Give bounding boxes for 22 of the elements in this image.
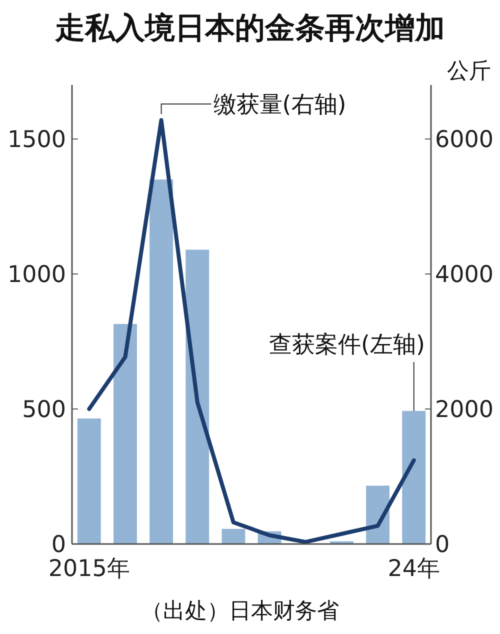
bar [402,410,426,544]
y2-tick-label: 2000 [435,397,494,423]
bar [113,324,137,544]
bar [77,418,101,544]
y-tick-label: 1500 [7,127,66,153]
y-tick-label: 0 [51,532,66,558]
x-tick-label: 24年 [388,556,440,582]
y2-tick-label: 4000 [435,262,494,288]
line-series [87,118,416,544]
x-tick-label: 2015年 [48,556,130,582]
bar [186,250,210,544]
y2-tick-label: 0 [435,532,450,558]
y2-axis-title: 公斤 [447,59,491,84]
text: 缴获量(右轴) [213,92,346,118]
y-tick-label: 1000 [7,262,66,288]
y2-tick-label: 6000 [435,127,494,153]
text: 查获案件(左轴) [269,332,425,358]
bar [222,528,246,544]
y-tick-label: 500 [22,397,66,423]
bar [150,180,174,544]
text: （出处）日本财务省 [141,599,339,624]
chart-title: 走私入境日本的金条再次增加 [54,11,445,46]
